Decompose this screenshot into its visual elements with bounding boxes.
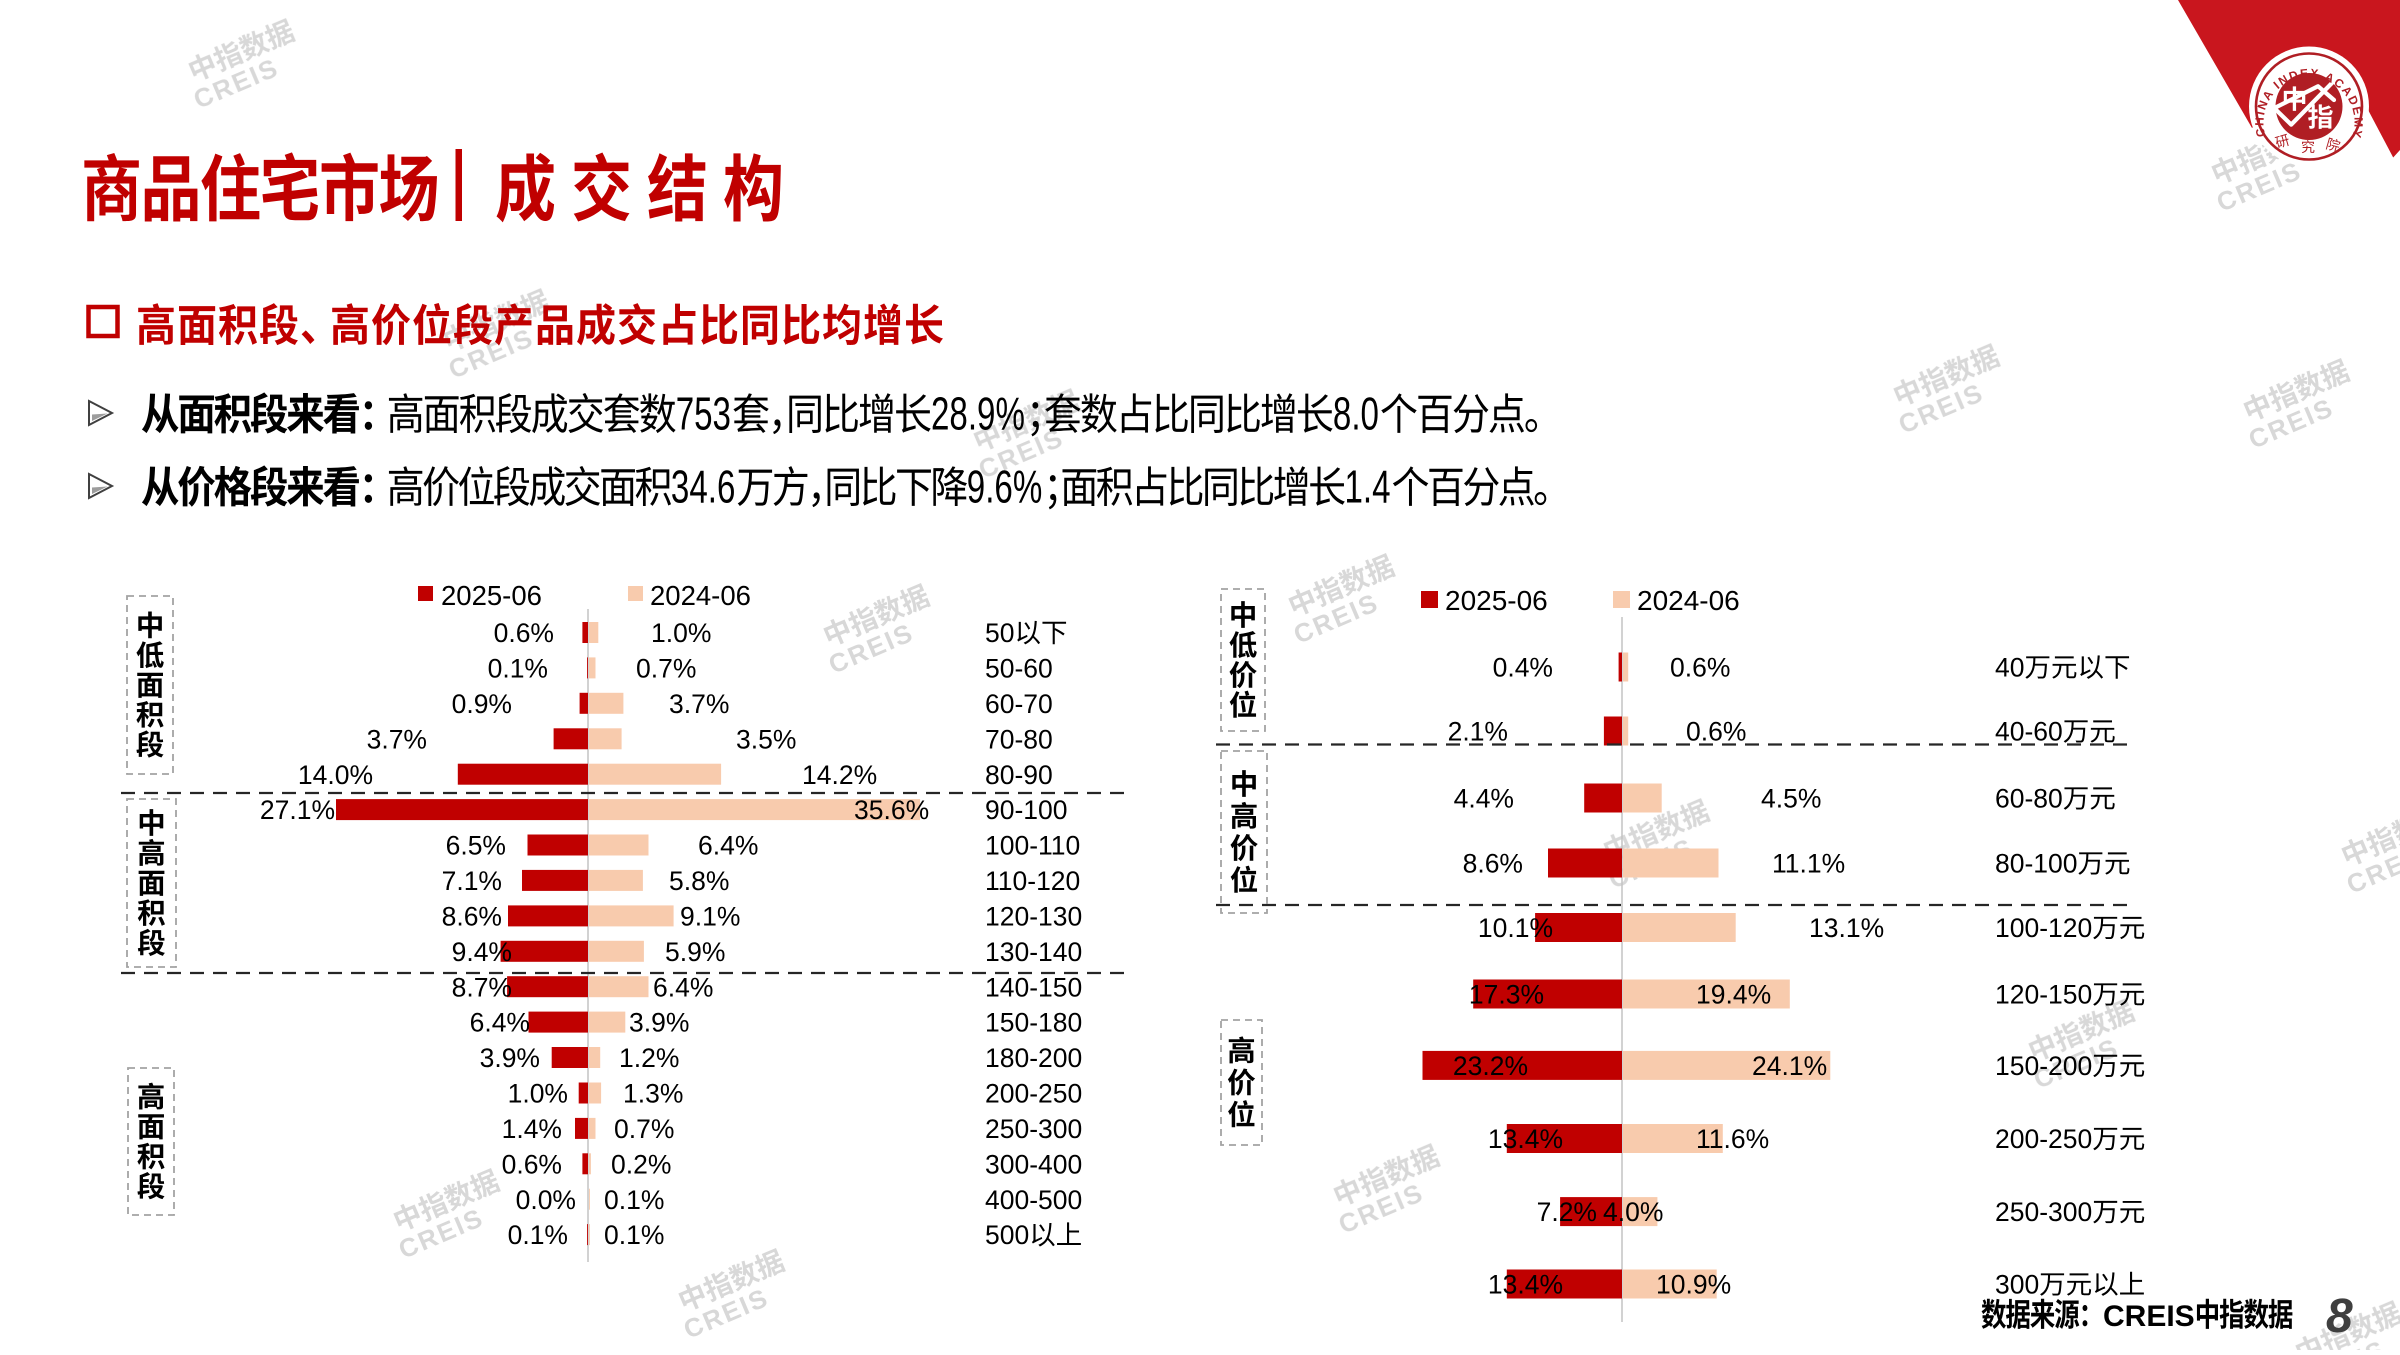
svg-text:2025-06: 2025-06 bbox=[441, 580, 542, 611]
svg-text:8.7%: 8.7% bbox=[452, 972, 512, 1002]
svg-text:2025-06: 2025-06 bbox=[1445, 585, 1548, 616]
svg-text:23.2%: 23.2% bbox=[1453, 1051, 1528, 1081]
svg-text:2024-06: 2024-06 bbox=[1637, 585, 1740, 616]
svg-text:4.4%: 4.4% bbox=[1454, 784, 1514, 814]
svg-text:70-80: 70-80 bbox=[985, 724, 1053, 754]
svg-text:13.4%: 13.4% bbox=[1488, 1270, 1563, 1300]
svg-text:6.4%: 6.4% bbox=[470, 1008, 530, 1038]
svg-text:9.1%: 9.1% bbox=[680, 902, 740, 932]
svg-text:3.7%: 3.7% bbox=[669, 689, 729, 719]
svg-text:7.1%: 7.1% bbox=[442, 866, 502, 896]
svg-text:8.6%: 8.6% bbox=[442, 902, 502, 932]
svg-text:1.4%: 1.4% bbox=[502, 1114, 562, 1144]
svg-text:2.1%: 2.1% bbox=[1448, 717, 1508, 747]
svg-text:27.1%: 27.1% bbox=[260, 795, 335, 825]
svg-text:100-110: 100-110 bbox=[985, 831, 1080, 861]
svg-text:0.0%: 0.0% bbox=[516, 1185, 576, 1215]
svg-text:11.1%: 11.1% bbox=[1772, 849, 1845, 879]
svg-text:0.6%: 0.6% bbox=[1670, 653, 1730, 683]
svg-text:3.7%: 3.7% bbox=[367, 724, 427, 754]
svg-text:14.0%: 14.0% bbox=[298, 760, 373, 790]
svg-text:4.5%: 4.5% bbox=[1761, 784, 1821, 814]
svg-text:8.0: 8.0 bbox=[1333, 389, 1379, 439]
svg-text:24.1%: 24.1% bbox=[1752, 1051, 1827, 1081]
svg-text:0.9%: 0.9% bbox=[452, 689, 512, 719]
svg-text:11.6%: 11.6% bbox=[1696, 1124, 1769, 1154]
svg-text:60-80: 60-80 bbox=[1995, 784, 2063, 814]
svg-text:60-70: 60-70 bbox=[985, 689, 1053, 719]
svg-text:CREIS: CREIS bbox=[2103, 1300, 2195, 1333]
svg-text:110-120: 110-120 bbox=[985, 866, 1080, 896]
svg-text:150-180: 150-180 bbox=[985, 1008, 1082, 1038]
svg-text:14.2%: 14.2% bbox=[802, 760, 877, 790]
svg-text:0.7%: 0.7% bbox=[636, 654, 696, 684]
svg-text:80-90: 80-90 bbox=[985, 760, 1053, 790]
svg-text:9.6%: 9.6% bbox=[967, 462, 1042, 512]
svg-text:500: 500 bbox=[985, 1220, 1029, 1250]
svg-text:13.4%: 13.4% bbox=[1488, 1124, 1563, 1154]
svg-text:140-150: 140-150 bbox=[985, 972, 1082, 1002]
svg-text:2024-06: 2024-06 bbox=[650, 580, 751, 611]
svg-text:90-100: 90-100 bbox=[985, 795, 1068, 825]
svg-text:250-300: 250-300 bbox=[1995, 1197, 2092, 1227]
svg-text:3.9%: 3.9% bbox=[480, 1043, 540, 1073]
svg-text:19.4%: 19.4% bbox=[1696, 980, 1771, 1010]
svg-text:0.7%: 0.7% bbox=[614, 1114, 674, 1144]
svg-text:13.1%: 13.1% bbox=[1809, 913, 1884, 943]
svg-text:0.1%: 0.1% bbox=[508, 1220, 568, 1250]
svg-text:1.2%: 1.2% bbox=[619, 1043, 679, 1073]
svg-text:0.6%: 0.6% bbox=[1686, 717, 1746, 747]
svg-text:120-150: 120-150 bbox=[1995, 980, 2092, 1010]
svg-text:120-130: 120-130 bbox=[985, 902, 1082, 932]
svg-text:9.4%: 9.4% bbox=[452, 937, 512, 967]
svg-text:400-500: 400-500 bbox=[985, 1185, 1082, 1215]
svg-text:200-250: 200-250 bbox=[1995, 1124, 2092, 1154]
svg-text:180-200: 180-200 bbox=[985, 1043, 1082, 1073]
svg-text:5.9%: 5.9% bbox=[665, 937, 725, 967]
svg-text:50-60: 50-60 bbox=[985, 654, 1053, 684]
svg-text:0.6%: 0.6% bbox=[502, 1149, 562, 1179]
svg-text:1.3%: 1.3% bbox=[623, 1079, 683, 1109]
svg-text:7.2%: 7.2% bbox=[1537, 1197, 1597, 1227]
svg-text:0.1%: 0.1% bbox=[604, 1185, 664, 1215]
svg-text:10.1%: 10.1% bbox=[1478, 913, 1553, 943]
svg-text:6.4%: 6.4% bbox=[698, 831, 758, 861]
svg-text:0.4%: 0.4% bbox=[1493, 653, 1553, 683]
svg-text:300: 300 bbox=[1995, 1270, 2039, 1300]
svg-text:0.6%: 0.6% bbox=[494, 618, 554, 648]
svg-text:3.5%: 3.5% bbox=[736, 724, 796, 754]
svg-text:8: 8 bbox=[2326, 1290, 2353, 1343]
svg-text:250-300: 250-300 bbox=[985, 1114, 1082, 1144]
svg-text:100-120: 100-120 bbox=[1995, 913, 2092, 943]
svg-text:1.0%: 1.0% bbox=[651, 618, 711, 648]
svg-text:40: 40 bbox=[1995, 653, 2024, 683]
svg-text:300-400: 300-400 bbox=[985, 1149, 1082, 1179]
svg-text:753: 753 bbox=[676, 389, 731, 439]
svg-text:0.1%: 0.1% bbox=[488, 654, 548, 684]
svg-text:3.9%: 3.9% bbox=[629, 1008, 689, 1038]
svg-text:0.2%: 0.2% bbox=[611, 1149, 671, 1179]
svg-text:28.9%: 28.9% bbox=[931, 389, 1025, 439]
svg-text:200-250: 200-250 bbox=[985, 1079, 1082, 1109]
svg-text:4.0%: 4.0% bbox=[1603, 1197, 1663, 1227]
svg-text:8.6%: 8.6% bbox=[1463, 849, 1523, 879]
svg-text:6.5%: 6.5% bbox=[446, 831, 506, 861]
svg-text:50: 50 bbox=[985, 618, 1014, 648]
svg-text:1.4: 1.4 bbox=[1345, 462, 1391, 512]
svg-text:35.6%: 35.6% bbox=[854, 795, 929, 825]
svg-text:130-140: 130-140 bbox=[985, 937, 1082, 967]
svg-text:0.1%: 0.1% bbox=[604, 1220, 664, 1250]
svg-text:80-100: 80-100 bbox=[1995, 849, 2078, 879]
svg-text:6.4%: 6.4% bbox=[653, 972, 713, 1002]
svg-text:150-200: 150-200 bbox=[1995, 1051, 2092, 1081]
svg-text:5.8%: 5.8% bbox=[669, 866, 729, 896]
svg-text:1.0%: 1.0% bbox=[508, 1079, 568, 1109]
svg-text:10.9%: 10.9% bbox=[1656, 1270, 1731, 1300]
svg-text:40-60: 40-60 bbox=[1995, 717, 2063, 747]
svg-text:17.3%: 17.3% bbox=[1469, 980, 1544, 1010]
svg-text:34.6: 34.6 bbox=[671, 462, 735, 512]
